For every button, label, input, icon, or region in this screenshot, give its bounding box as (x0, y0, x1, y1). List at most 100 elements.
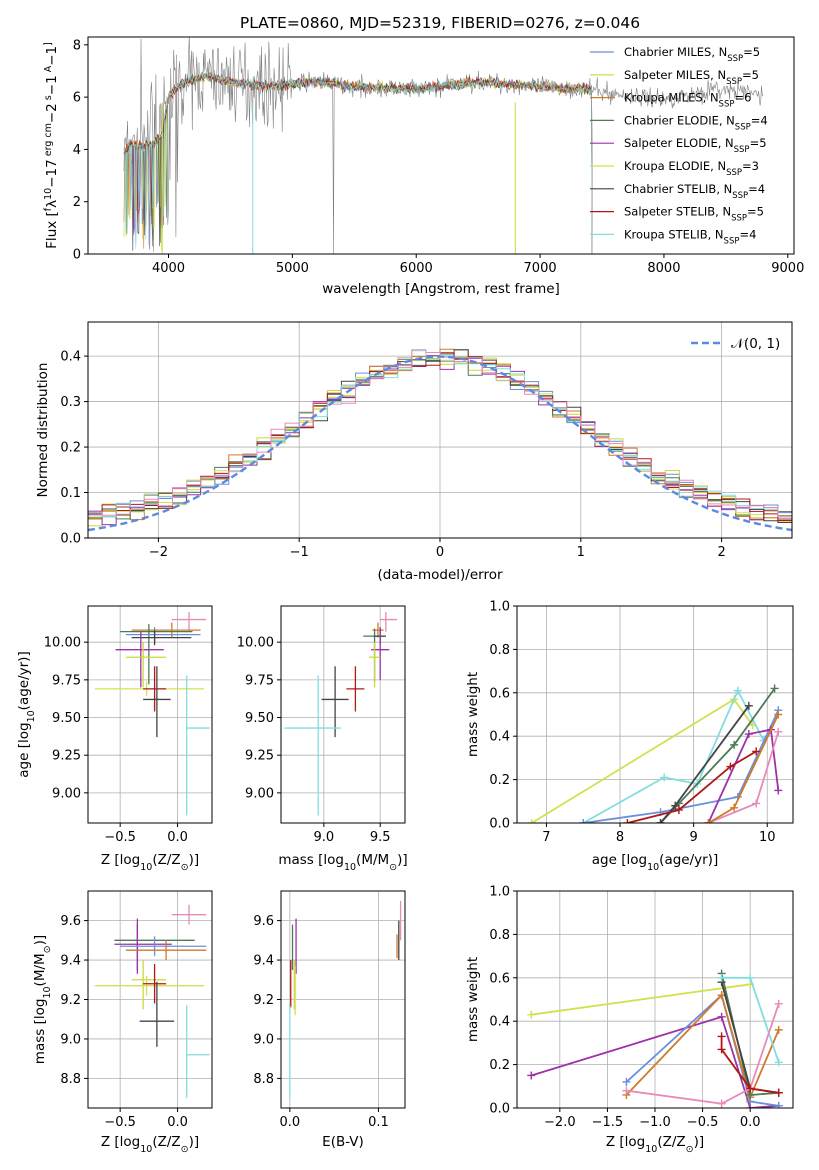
legend-sub: SSP (731, 214, 747, 224)
y-tick-label: 9.00 (245, 786, 274, 801)
y-tick-label: 0.6 (489, 686, 510, 701)
legend-entry: Salpeter MILES, NSSP=5 (624, 68, 759, 87)
y-tick-label: 2 (73, 195, 81, 210)
x-tick-label: 0.1 (368, 1115, 389, 1130)
label-part: s (43, 95, 54, 103)
x-tick-label: −2 (149, 545, 168, 560)
label-part: 10 (344, 862, 356, 873)
legend-text: Kroupa STELIB, N (624, 227, 724, 241)
x-tick-label: 0.0 (740, 1115, 761, 1130)
y-axis-label: Normed distribution (35, 363, 51, 498)
y-tick-label: 0.4 (489, 1015, 510, 1030)
y-tick-label: 0.3 (60, 395, 81, 410)
x-axis-label: E(B-V) (322, 1134, 364, 1150)
series-marker (774, 1101, 783, 1108)
series-line (583, 709, 780, 823)
x-tick-label: 7 (542, 830, 550, 845)
label-part: 10 (43, 188, 54, 200)
y-tick-label: 0.0 (489, 817, 510, 832)
y-tick-label: 9.75 (52, 673, 81, 688)
y-tick-label: 0.0 (60, 532, 81, 547)
y-axis-label: mass weight (465, 957, 481, 1042)
series-marker (752, 747, 761, 756)
model-spectrum-line (123, 71, 593, 254)
label-part: ⊙ (181, 1144, 189, 1155)
legend-tail: =5 (743, 45, 760, 59)
legend-sub: SSP (726, 77, 742, 87)
label-part: (Z/Z (152, 852, 180, 868)
y-axis-label: age [log10(age/yr)] (16, 651, 37, 777)
x-tick-label: 10 (759, 830, 776, 845)
series-marker (527, 1010, 536, 1019)
legend-text: Salpeter ELODIE, N (624, 136, 734, 150)
legend-tail: =5 (742, 68, 759, 82)
massweight-vs-Z-chart: −2.0 −1.5 −1.0 −0.5 0.0 0.0 0.2 0.4 0.6 0.8 1.0 Z [… (465, 885, 794, 1155)
label-part: 10 (647, 862, 659, 873)
y-tick-label: 9.50 (52, 711, 81, 726)
x-tick-label: 7000 (524, 261, 557, 276)
x-tick-label: 0.0 (167, 1115, 188, 1130)
x-tick-label: −2.0 (544, 1115, 576, 1130)
x-tick-label: −1 (290, 545, 309, 560)
model-spectrum-line (123, 73, 593, 254)
y-tick-label: 9.0 (60, 1032, 81, 1047)
y-tick-label: 9.6 (253, 914, 274, 929)
legend-entry: Chabrier STELIB, NSSP=4 (624, 182, 765, 201)
y-tick-label: 8.8 (253, 1072, 274, 1087)
series-marker (704, 819, 713, 823)
legend-sub: SSP (719, 100, 735, 110)
x-tick-label: 0.0 (167, 830, 188, 845)
series-line (720, 1036, 779, 1094)
y-tick-label: 9.50 (245, 711, 274, 726)
series-marker (774, 710, 783, 719)
legend-entry: Chabrier ELODIE, NSSP=4 (624, 113, 768, 132)
mass-vs-EBV-chart: 0.0 0.1 8.8 9.0 9.2 9.4 9.6 E(B-V) (253, 890, 406, 1150)
series-line (626, 1003, 780, 1105)
y-axis-label: mass [log10(M/M⊙)] (32, 935, 53, 1064)
series-marker (746, 1084, 755, 1093)
label-part: ⊙ (686, 1144, 694, 1155)
series-marker (730, 740, 739, 749)
plot-area (94, 904, 210, 1099)
series-marker (730, 803, 739, 812)
plot-area (527, 969, 783, 1108)
series-marker (744, 730, 753, 739)
y-tick-label: 0.4 (60, 350, 81, 365)
label-part: λ (44, 200, 60, 208)
legend-text: Chabrier STELIB, N (624, 182, 732, 196)
residual-histogram-chart: −2 −1 0 1 2 0.0 0.1 0.2 0.3 0.4 (data-model)/error… (35, 321, 793, 583)
y-tick-label: 8 (73, 38, 81, 53)
legend-text: Salpeter MILES, N (624, 68, 726, 82)
series-line (531, 1015, 779, 1108)
x-tick-label: −1.0 (639, 1115, 671, 1130)
legend-tail: =6 (734, 91, 751, 105)
label-part: )] (32, 935, 48, 946)
label-part: ] (43, 42, 54, 46)
y-tick-label: 9.00 (52, 786, 81, 801)
label-part: mass [log (278, 852, 344, 868)
y-tick-label: 9.6 (60, 914, 81, 929)
label-part: ⊙ (42, 945, 53, 953)
label-part: (M/M (32, 953, 48, 986)
age-vs-mass-chart: 9.0 9.5 9.00 9.25 9.50 9.75 10.00 mass [log10(M… (237, 605, 408, 873)
x-tick-label: 5000 (276, 261, 309, 276)
series-marker (717, 1099, 726, 1108)
y-tick-label: 0.4 (489, 730, 510, 745)
label-part: f (43, 207, 54, 211)
series-marker (774, 786, 783, 795)
x-tick-label: 1 (577, 545, 585, 560)
y-tick-label: 9.75 (245, 673, 274, 688)
label-part: Z [log (606, 1134, 645, 1150)
series-marker (770, 684, 779, 693)
series-marker (752, 799, 761, 808)
legend-tail: =5 (750, 136, 767, 150)
series-marker (746, 973, 755, 982)
legend-text: Salpeter STELIB, N (624, 205, 731, 219)
series-marker (717, 1045, 726, 1054)
series-line (531, 983, 751, 1016)
y-tick-label: 0.2 (489, 773, 510, 788)
label-part: )] (694, 1134, 705, 1150)
